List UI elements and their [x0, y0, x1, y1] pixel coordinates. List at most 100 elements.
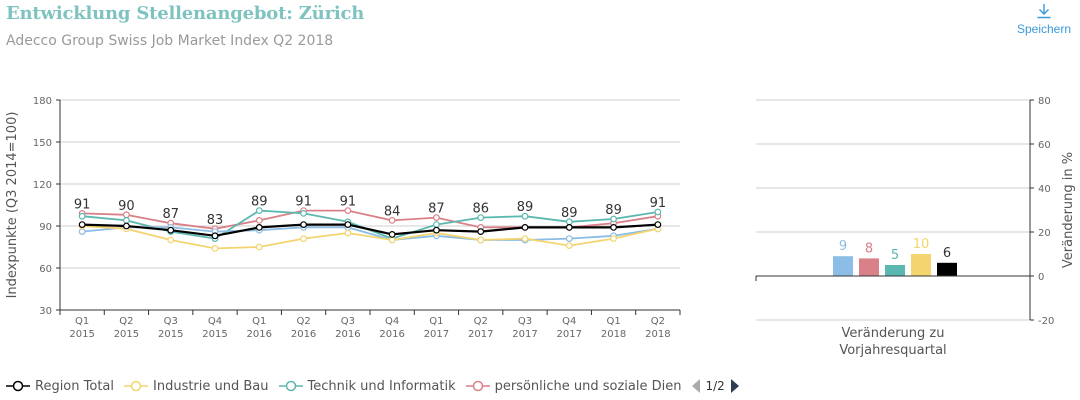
- x-tick-label-quarter: Q4: [562, 316, 576, 327]
- data-point-pers-nliche-und-soziale-dienstleistungen: [344, 207, 352, 215]
- data-point-technik-und-informatik: [78, 212, 86, 220]
- data-point-industrie-und-bau: [565, 242, 573, 250]
- data-label: 87: [428, 202, 445, 217]
- data-point-industrie-und-bau: [477, 236, 485, 244]
- line-chart-series: [78, 207, 662, 252]
- data-point-pers-nliche-und-soziale-dienstleistungen: [388, 216, 396, 224]
- data-point-industrie-und-bau: [167, 236, 175, 244]
- legend-marker-icon: [278, 380, 303, 392]
- save-button[interactable]: Speichern: [1014, 2, 1074, 36]
- data-point-technik-und-informatik: [610, 215, 617, 223]
- data-point-technik-und-informatik: [300, 209, 307, 217]
- x-tick-label-quarter: Q4: [385, 316, 399, 327]
- x-tick-label-quarter: Q3: [518, 316, 532, 327]
- bar: [911, 254, 931, 276]
- data-point-industrie-und-bau: [521, 235, 529, 243]
- save-label: Speichern: [1016, 22, 1072, 36]
- bar-chart-y-axis-title: Veränderung in %: [1061, 152, 1076, 268]
- y-tick-label: 20: [1038, 228, 1051, 239]
- bar-chart-x-axis-title-line2: Vorjahresquartal: [839, 343, 946, 358]
- data-point-region-total: [477, 228, 485, 236]
- legend-item-technik-und-informatik[interactable]: Technik und Informatik: [278, 379, 456, 394]
- data-point-region-total: [388, 230, 396, 238]
- y-tick-label: 40: [1038, 184, 1051, 195]
- data-point-region-total: [610, 223, 617, 231]
- chart-subtitle: Adecco Group Swiss Job Market Index Q2 2…: [6, 33, 334, 49]
- data-label: 91: [74, 197, 91, 212]
- y-tick-label: 30: [39, 306, 52, 317]
- data-label: 83: [207, 213, 224, 228]
- bar: [885, 265, 905, 276]
- data-point-industrie-und-bau: [344, 229, 352, 237]
- next-page-arrow-icon[interactable]: [730, 379, 739, 393]
- y-tick-label: 0: [1038, 272, 1044, 283]
- x-tick-label-year: 2017: [468, 329, 493, 340]
- x-tick-label-quarter: Q4: [208, 316, 222, 327]
- bar-chart-bars: 9 8 5 10 6: [755, 237, 1030, 281]
- x-tick-label-year: 2016: [247, 329, 272, 340]
- bar-data-label: 8: [865, 241, 873, 256]
- legend-pager: 1/2: [691, 379, 739, 393]
- legend-item-region-total[interactable]: Region Total: [6, 379, 114, 394]
- data-label: 89: [517, 200, 534, 215]
- data-point-region-total: [78, 221, 86, 229]
- data-label: 89: [605, 203, 622, 218]
- bar-chart-x-axis-title-line1: Veränderung zu: [842, 326, 945, 341]
- x-tick-label-quarter: Q1: [252, 316, 266, 327]
- x-tick-label-quarter: Q1: [75, 316, 89, 327]
- x-tick-label-year: 2016: [335, 329, 360, 340]
- line-chart-grid: [59, 99, 680, 310]
- x-tick-label-quarter: Q2: [651, 316, 665, 327]
- x-tick-label-quarter: Q1: [429, 316, 443, 327]
- data-point-technik-und-informatik: [521, 212, 529, 220]
- x-tick-label-quarter: Q3: [164, 316, 178, 327]
- legend-item-industrie-und-bau[interactable]: Industrie und Bau: [124, 379, 269, 394]
- y-tick-label: 60: [1038, 140, 1051, 151]
- y-tick-label: 80: [1038, 96, 1051, 107]
- legend-item-persoenliche-und-soziale-dienstleistungen[interactable]: persönliche und soziale Dien: [465, 378, 682, 394]
- y-tick-label: -20: [1038, 316, 1054, 327]
- x-tick-label-quarter: Q2: [119, 316, 133, 327]
- line-chart-x-axis: Q1 2015 Q2 2015 Q3 2015 Q4 2015 Q1 2016 Q2 2016 Q3 20…: [59, 309, 681, 340]
- data-label: 91: [295, 195, 312, 210]
- data-point-region-total: [521, 223, 529, 231]
- data-point-blau-seite-2-: [565, 235, 573, 243]
- bar: [833, 256, 853, 276]
- download-icon: [1037, 4, 1051, 19]
- legend-marker-icon: [6, 380, 30, 392]
- data-point-pers-nliche-und-soziale-dienstleistungen: [255, 216, 263, 224]
- legend-label: Industrie und Bau: [153, 378, 269, 394]
- x-tick-label-quarter: Q2: [296, 316, 310, 327]
- data-point-region-total: [565, 223, 573, 231]
- y-tick-label: 150: [33, 138, 52, 149]
- x-tick-label-year: 2015: [114, 329, 139, 340]
- data-point-region-total: [433, 226, 440, 234]
- y-tick-label: 180: [33, 96, 52, 107]
- data-point-industrie-und-bau: [211, 244, 219, 252]
- data-point-region-total: [211, 232, 219, 240]
- x-tick-label-year: 2015: [158, 329, 183, 340]
- data-point-industrie-und-bau: [388, 236, 396, 244]
- previous-page-arrow-icon[interactable]: [691, 379, 700, 393]
- legend-page-indicator: 1/2: [705, 379, 725, 393]
- data-label: 90: [118, 199, 135, 214]
- data-point-blau-seite-2-: [78, 228, 86, 236]
- bar: [859, 258, 879, 276]
- x-tick-label-year: 2017: [512, 329, 537, 340]
- data-label: 89: [561, 206, 578, 221]
- series-line-region-total: [82, 223, 658, 237]
- y-tick-label: 90: [39, 222, 52, 233]
- x-tick-label-year: 2015: [202, 329, 227, 340]
- data-point-industrie-und-bau: [300, 235, 307, 243]
- x-tick-label-year: 2017: [557, 329, 582, 340]
- chart-title: Entwicklung Stellenangebot: Zürich: [6, 3, 365, 24]
- data-point-region-total: [654, 221, 662, 229]
- bar-chart-y-ticks: -20 0 20 40 60 80: [1030, 96, 1054, 327]
- data-point-industrie-und-bau: [255, 243, 263, 251]
- line-chart-y-axis-title: Indexpunkte (Q3 2014=100): [5, 112, 20, 299]
- bar-data-label: 9: [839, 239, 847, 254]
- legend-marker-icon: [465, 380, 490, 392]
- legend-label: persönliche und soziale Dien: [494, 378, 682, 394]
- bar-data-label: 6: [943, 246, 951, 261]
